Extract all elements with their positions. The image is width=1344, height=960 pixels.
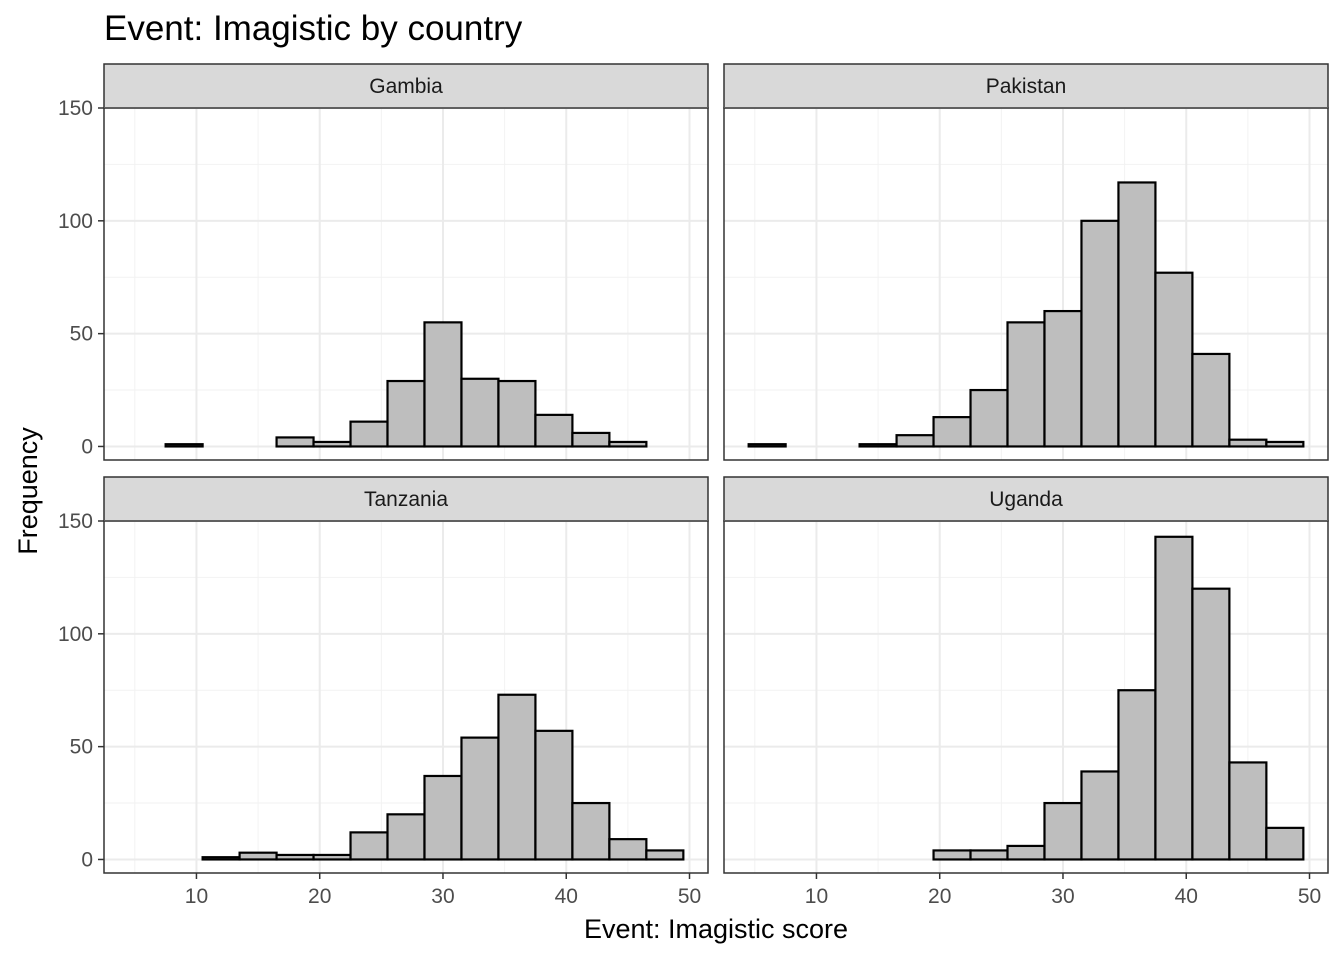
x-axis-title: Event: Imagistic score xyxy=(584,914,848,944)
facet-tanzania: Tanzania 0 50 100 150 10 20 30 40 50 xyxy=(58,476,709,908)
x-tick-label: 30 xyxy=(1051,885,1074,908)
histogram-bar xyxy=(386,379,426,448)
histogram-bar xyxy=(895,434,935,448)
facet-gambia: Gambia 0 50 100 150 xyxy=(58,63,709,461)
histogram-bar xyxy=(423,774,463,861)
histogram-bar xyxy=(497,693,537,861)
histogram-bar xyxy=(1191,352,1231,448)
histogram-bar xyxy=(275,853,315,861)
histogram-bar xyxy=(497,379,537,448)
facet-strip xyxy=(723,476,1329,522)
histogram-bar xyxy=(275,436,315,448)
histogram-bar xyxy=(423,321,463,448)
histogram-bar xyxy=(1154,271,1194,448)
facet-strip-label: Uganda xyxy=(989,488,1063,511)
histogram-bar xyxy=(1117,689,1157,861)
histogram-bar xyxy=(932,849,972,861)
histogram-bar xyxy=(608,440,648,448)
histogram-bar xyxy=(312,440,352,448)
facet-pakistan: Pakistan xyxy=(723,63,1329,461)
x-tick-label: 50 xyxy=(1298,885,1321,908)
histogram-bar xyxy=(1043,801,1083,861)
x-tick-label: 20 xyxy=(308,885,331,908)
x-tick-label: 50 xyxy=(678,885,701,908)
histogram-bar xyxy=(571,431,611,448)
histogram-bar xyxy=(534,413,574,448)
histogram-bar xyxy=(349,831,389,861)
x-tick-label: 30 xyxy=(431,885,454,908)
histogram-bar xyxy=(1080,219,1120,448)
y-tick-label: 50 xyxy=(70,323,93,346)
histogram-bar xyxy=(1006,321,1046,448)
histogram-bar xyxy=(386,813,426,861)
histogram-bar xyxy=(1043,309,1083,448)
x-tick-label: 40 xyxy=(555,885,578,908)
x-tick-label: 10 xyxy=(805,885,828,908)
histogram-bar xyxy=(1191,587,1231,861)
y-axis-title: Frequency xyxy=(13,427,43,555)
facet-strip xyxy=(723,63,1329,109)
y-tick-label: 150 xyxy=(58,97,93,120)
histogram-bar xyxy=(312,853,352,861)
y-tick-label: 0 xyxy=(81,848,93,871)
histogram-bar xyxy=(969,388,1009,448)
histogram-bar xyxy=(1154,535,1194,861)
histogram-bar xyxy=(645,849,685,861)
facet-strip-label: Tanzania xyxy=(364,488,448,511)
histogram-bar xyxy=(349,420,389,448)
facet-strip xyxy=(103,63,709,109)
x-tick-label: 20 xyxy=(928,885,951,908)
histogram-bar xyxy=(1117,181,1157,448)
histogram-bar xyxy=(1265,440,1305,448)
histogram-bar xyxy=(201,856,241,861)
histogram-bar xyxy=(164,443,204,448)
x-tick-label: 10 xyxy=(185,885,208,908)
histogram-bar xyxy=(608,838,648,861)
facet-strip-label: Gambia xyxy=(369,75,443,98)
histogram-bar xyxy=(969,849,1009,861)
histogram-bar xyxy=(1006,844,1046,861)
facet-uganda: Uganda 10 20 30 40 50 xyxy=(723,476,1329,908)
histogram-bar xyxy=(571,801,611,861)
histogram-bar xyxy=(858,443,898,448)
facet-panels: Gambia 0 50 100 150 Pakistan Tanzania 0 50 100 150… xyxy=(58,63,1329,908)
histogram-bar xyxy=(1080,770,1120,861)
x-tick-label: 40 xyxy=(1175,885,1198,908)
histogram-bar xyxy=(932,416,972,448)
y-tick-label: 100 xyxy=(58,623,93,646)
histogram-bar xyxy=(747,443,787,448)
histogram-bar xyxy=(1265,826,1305,861)
histogram-bar xyxy=(1228,761,1268,861)
histogram-bar xyxy=(238,851,278,861)
histogram-bar xyxy=(534,729,574,861)
y-tick-label: 0 xyxy=(81,435,93,458)
y-tick-label: 100 xyxy=(58,210,93,233)
panel-border xyxy=(103,520,709,874)
y-tick-label: 150 xyxy=(58,510,93,533)
histogram-bar xyxy=(1228,438,1268,448)
panel-border xyxy=(723,520,1329,874)
histogram-bar xyxy=(460,377,500,448)
panel-border xyxy=(103,107,709,461)
panel-border xyxy=(723,107,1329,461)
facet-strip-label: Pakistan xyxy=(986,75,1067,98)
histogram-bar xyxy=(460,736,500,861)
facet-strip xyxy=(103,476,709,522)
chart-title: Event: Imagistic by country xyxy=(104,9,523,48)
y-tick-label: 50 xyxy=(70,736,93,759)
